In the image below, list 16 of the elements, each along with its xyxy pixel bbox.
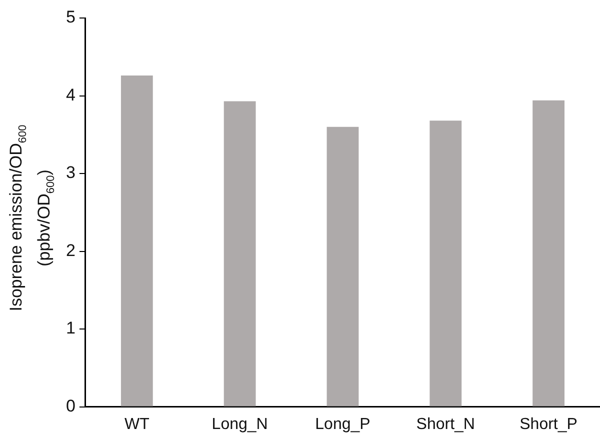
y-tick-label: 3 (66, 163, 76, 182)
bar (532, 100, 564, 406)
x-tick-label: Short_N (416, 416, 475, 433)
x-tick-label: Long_P (315, 416, 370, 433)
bar (120, 76, 153, 406)
y-tick-label: 2 (66, 240, 76, 260)
x-tick-label: WT (124, 416, 150, 433)
y-tick-label: 4 (66, 85, 76, 104)
bar (326, 126, 359, 406)
y-tick-label: 5 (66, 8, 76, 27)
y-tick-label: 0 (66, 396, 76, 416)
bar (430, 120, 462, 406)
x-tick-label: Long_N (212, 416, 268, 433)
x-tick-label: Short_P (520, 416, 578, 433)
bar (224, 101, 256, 406)
y-tick-label: 1 (66, 318, 76, 338)
